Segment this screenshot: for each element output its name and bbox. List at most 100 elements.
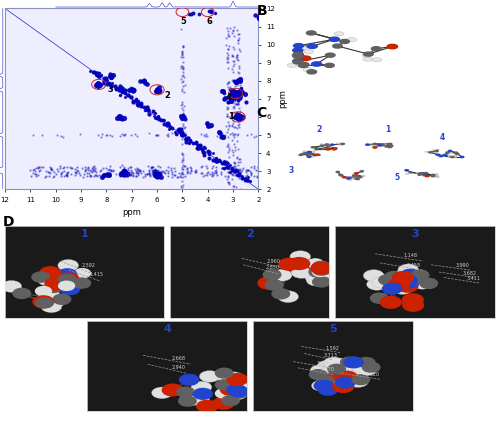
Point	[164, 121, 172, 128]
Point	[224, 105, 232, 112]
Point	[224, 123, 232, 130]
Point	[107, 72, 115, 79]
Point	[224, 169, 232, 176]
Point	[180, 43, 188, 49]
Point	[162, 167, 170, 173]
Point	[149, 166, 157, 173]
Point	[228, 121, 235, 128]
Point	[118, 171, 126, 177]
Point	[116, 83, 124, 89]
Point	[228, 96, 236, 103]
Point	[108, 168, 116, 174]
Circle shape	[449, 152, 452, 153]
Circle shape	[344, 177, 348, 178]
Point	[72, 169, 80, 176]
Point	[180, 44, 188, 51]
Point	[196, 170, 204, 176]
Point	[90, 68, 98, 75]
Point	[200, 132, 208, 139]
Point	[233, 138, 241, 144]
Point	[98, 72, 106, 78]
Point	[222, 24, 230, 31]
Point	[154, 88, 162, 95]
Circle shape	[352, 178, 355, 179]
Point	[46, 170, 54, 176]
Point	[229, 90, 237, 96]
Point	[228, 152, 236, 158]
Point	[152, 171, 160, 177]
Point	[234, 90, 241, 96]
Point	[223, 112, 231, 119]
Point	[176, 64, 184, 71]
Point	[218, 165, 226, 172]
Point	[94, 132, 102, 139]
Point	[84, 163, 92, 170]
Point	[205, 148, 213, 155]
Circle shape	[352, 174, 355, 175]
Point	[229, 166, 237, 173]
Circle shape	[312, 152, 315, 153]
Point	[230, 76, 237, 83]
Point	[230, 103, 238, 110]
Point	[102, 172, 110, 179]
Point	[238, 172, 246, 179]
Point	[164, 132, 172, 139]
Point	[226, 169, 234, 176]
Point	[230, 77, 237, 84]
Point	[228, 176, 236, 182]
Point	[230, 109, 238, 115]
Point	[224, 179, 232, 186]
Point	[236, 82, 244, 89]
Point	[250, 173, 258, 180]
Point	[252, 132, 260, 139]
Point	[232, 78, 240, 85]
Point	[186, 138, 194, 144]
Point	[180, 130, 188, 137]
Point	[120, 168, 128, 175]
Point	[93, 173, 101, 179]
Point	[209, 172, 217, 179]
Point	[31, 167, 39, 174]
Point	[229, 171, 237, 178]
Point	[199, 149, 207, 155]
Point	[230, 183, 238, 189]
Point	[238, 174, 246, 181]
Point	[178, 135, 186, 142]
Point	[155, 170, 163, 177]
Circle shape	[373, 147, 376, 148]
Circle shape	[293, 54, 302, 59]
Point	[230, 69, 237, 75]
Point	[50, 168, 58, 175]
Circle shape	[292, 48, 303, 53]
Circle shape	[326, 146, 330, 147]
Point	[228, 66, 236, 73]
Point	[118, 84, 126, 91]
Circle shape	[385, 146, 388, 147]
Point	[164, 172, 172, 179]
Point	[178, 162, 186, 168]
Point	[140, 80, 148, 86]
Point	[225, 122, 233, 129]
Point	[121, 169, 129, 176]
Point	[234, 172, 242, 179]
Point	[236, 156, 244, 163]
Point	[224, 64, 232, 71]
Point	[126, 87, 134, 93]
Point	[151, 171, 159, 178]
Point	[234, 173, 242, 179]
Point	[254, 164, 262, 171]
Point	[120, 115, 128, 122]
Point	[98, 131, 106, 137]
Text: 5: 5	[394, 173, 399, 182]
Point	[205, 149, 213, 156]
Point	[72, 164, 80, 171]
Point	[178, 104, 186, 111]
Point	[218, 160, 226, 167]
Circle shape	[376, 145, 380, 147]
Circle shape	[442, 154, 446, 155]
Point	[164, 131, 172, 138]
Point	[250, 133, 258, 140]
Circle shape	[308, 152, 312, 153]
Circle shape	[330, 144, 334, 145]
Point	[179, 133, 187, 140]
